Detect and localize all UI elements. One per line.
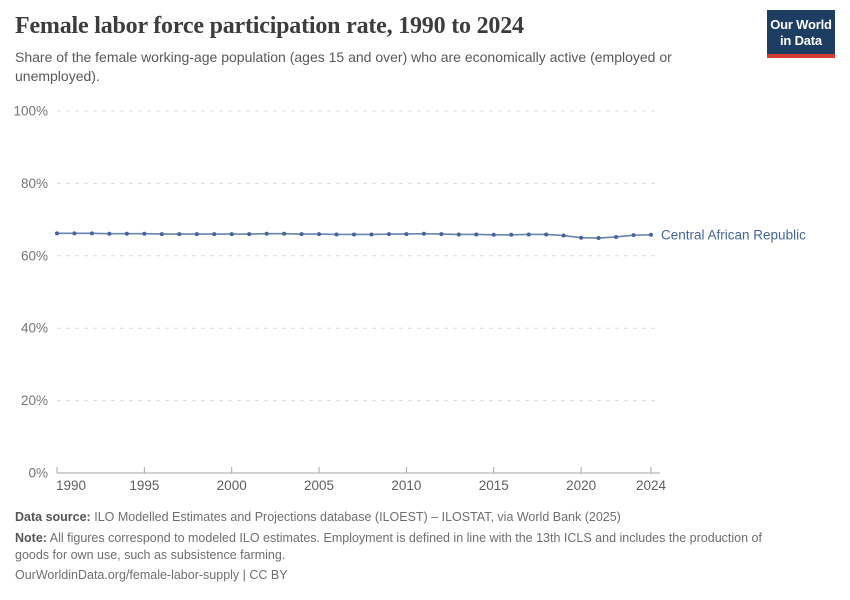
- citation-row: OurWorldinData.org/female-labor-supply |…: [15, 567, 790, 584]
- series-label[interactable]: Central African Republic: [661, 227, 806, 242]
- y-tick-label: 100%: [13, 104, 48, 119]
- data-point[interactable]: [614, 234, 619, 239]
- data-point[interactable]: [561, 233, 566, 238]
- owid-logo-line1: Our World: [770, 17, 832, 32]
- data-point[interactable]: [509, 232, 514, 237]
- x-tick-label: 1995: [129, 478, 159, 493]
- data-point[interactable]: [299, 232, 304, 237]
- data-source-label: Data source:: [15, 510, 91, 524]
- x-tick-label: 2015: [479, 478, 509, 493]
- y-tick-label: 0%: [28, 466, 48, 481]
- owid-logo-line2: in Data: [780, 32, 822, 48]
- data-point[interactable]: [369, 232, 374, 237]
- x-tick-label: 2010: [391, 478, 421, 493]
- data-point[interactable]: [421, 231, 426, 236]
- footer-license: CC BY: [249, 568, 288, 583]
- y-tick-label: 80%: [21, 176, 48, 191]
- y-tick-label: 20%: [21, 393, 48, 408]
- data-point[interactable]: [649, 232, 653, 237]
- x-tick-label: 1990: [56, 478, 86, 493]
- data-point[interactable]: [229, 232, 234, 237]
- data-source-row: Data source: ILO Modelled Estimates and …: [15, 509, 790, 526]
- data-point[interactable]: [247, 232, 252, 237]
- x-tick-label: 2020: [566, 478, 596, 493]
- data-point[interactable]: [544, 232, 549, 237]
- data-point[interactable]: [194, 232, 199, 237]
- data-point[interactable]: [55, 231, 59, 236]
- data-point[interactable]: [352, 232, 356, 237]
- data-point[interactable]: [282, 231, 287, 236]
- y-tick-label: 60%: [21, 248, 48, 263]
- footer-separator: |: [242, 568, 246, 583]
- data-point[interactable]: [72, 231, 77, 236]
- chart-title: Female labor force participation rate, 1…: [15, 13, 524, 39]
- data-point[interactable]: [212, 232, 217, 237]
- data-point[interactable]: [107, 231, 112, 236]
- data-point[interactable]: [264, 231, 269, 236]
- chart-footer: Data source: ILO Modelled Estimates and …: [15, 509, 790, 588]
- data-point[interactable]: [142, 231, 147, 236]
- data-point[interactable]: [334, 232, 339, 237]
- data-point[interactable]: [579, 235, 584, 240]
- x-tick-label: 2024: [636, 478, 667, 493]
- y-tick-label: 40%: [21, 321, 48, 336]
- x-tick-label: 2000: [217, 478, 247, 493]
- data-point[interactable]: [177, 232, 182, 237]
- owid-logo[interactable]: Our World in Data: [767, 10, 835, 59]
- x-tick-label: 2005: [304, 478, 334, 493]
- data-point[interactable]: [631, 233, 636, 238]
- data-point[interactable]: [474, 232, 479, 237]
- data-point[interactable]: [491, 232, 496, 237]
- data-point[interactable]: [386, 232, 391, 237]
- data-point[interactable]: [404, 232, 409, 237]
- data-source-text: ILO Modelled Estimates and Projections d…: [94, 510, 621, 524]
- data-point[interactable]: [124, 231, 129, 236]
- data-point[interactable]: [456, 232, 461, 237]
- data-point[interactable]: [317, 232, 322, 237]
- data-point[interactable]: [526, 232, 531, 237]
- data-point[interactable]: [89, 231, 94, 236]
- footer-url-link[interactable]: OurWorldinData.org/female-labor-supply: [15, 568, 240, 583]
- data-point[interactable]: [439, 232, 444, 237]
- data-point[interactable]: [159, 232, 164, 237]
- note-label: Note:: [15, 530, 47, 545]
- chart-header: Female labor force participation rate, 1…: [15, 12, 750, 87]
- note-text: All figures correspond to modeled ILO es…: [15, 530, 762, 562]
- data-point[interactable]: [596, 236, 601, 241]
- chart-subtitle: Share of the female working-age populati…: [15, 48, 672, 85]
- note-row: Note: All figures correspond to modeled …: [15, 530, 790, 564]
